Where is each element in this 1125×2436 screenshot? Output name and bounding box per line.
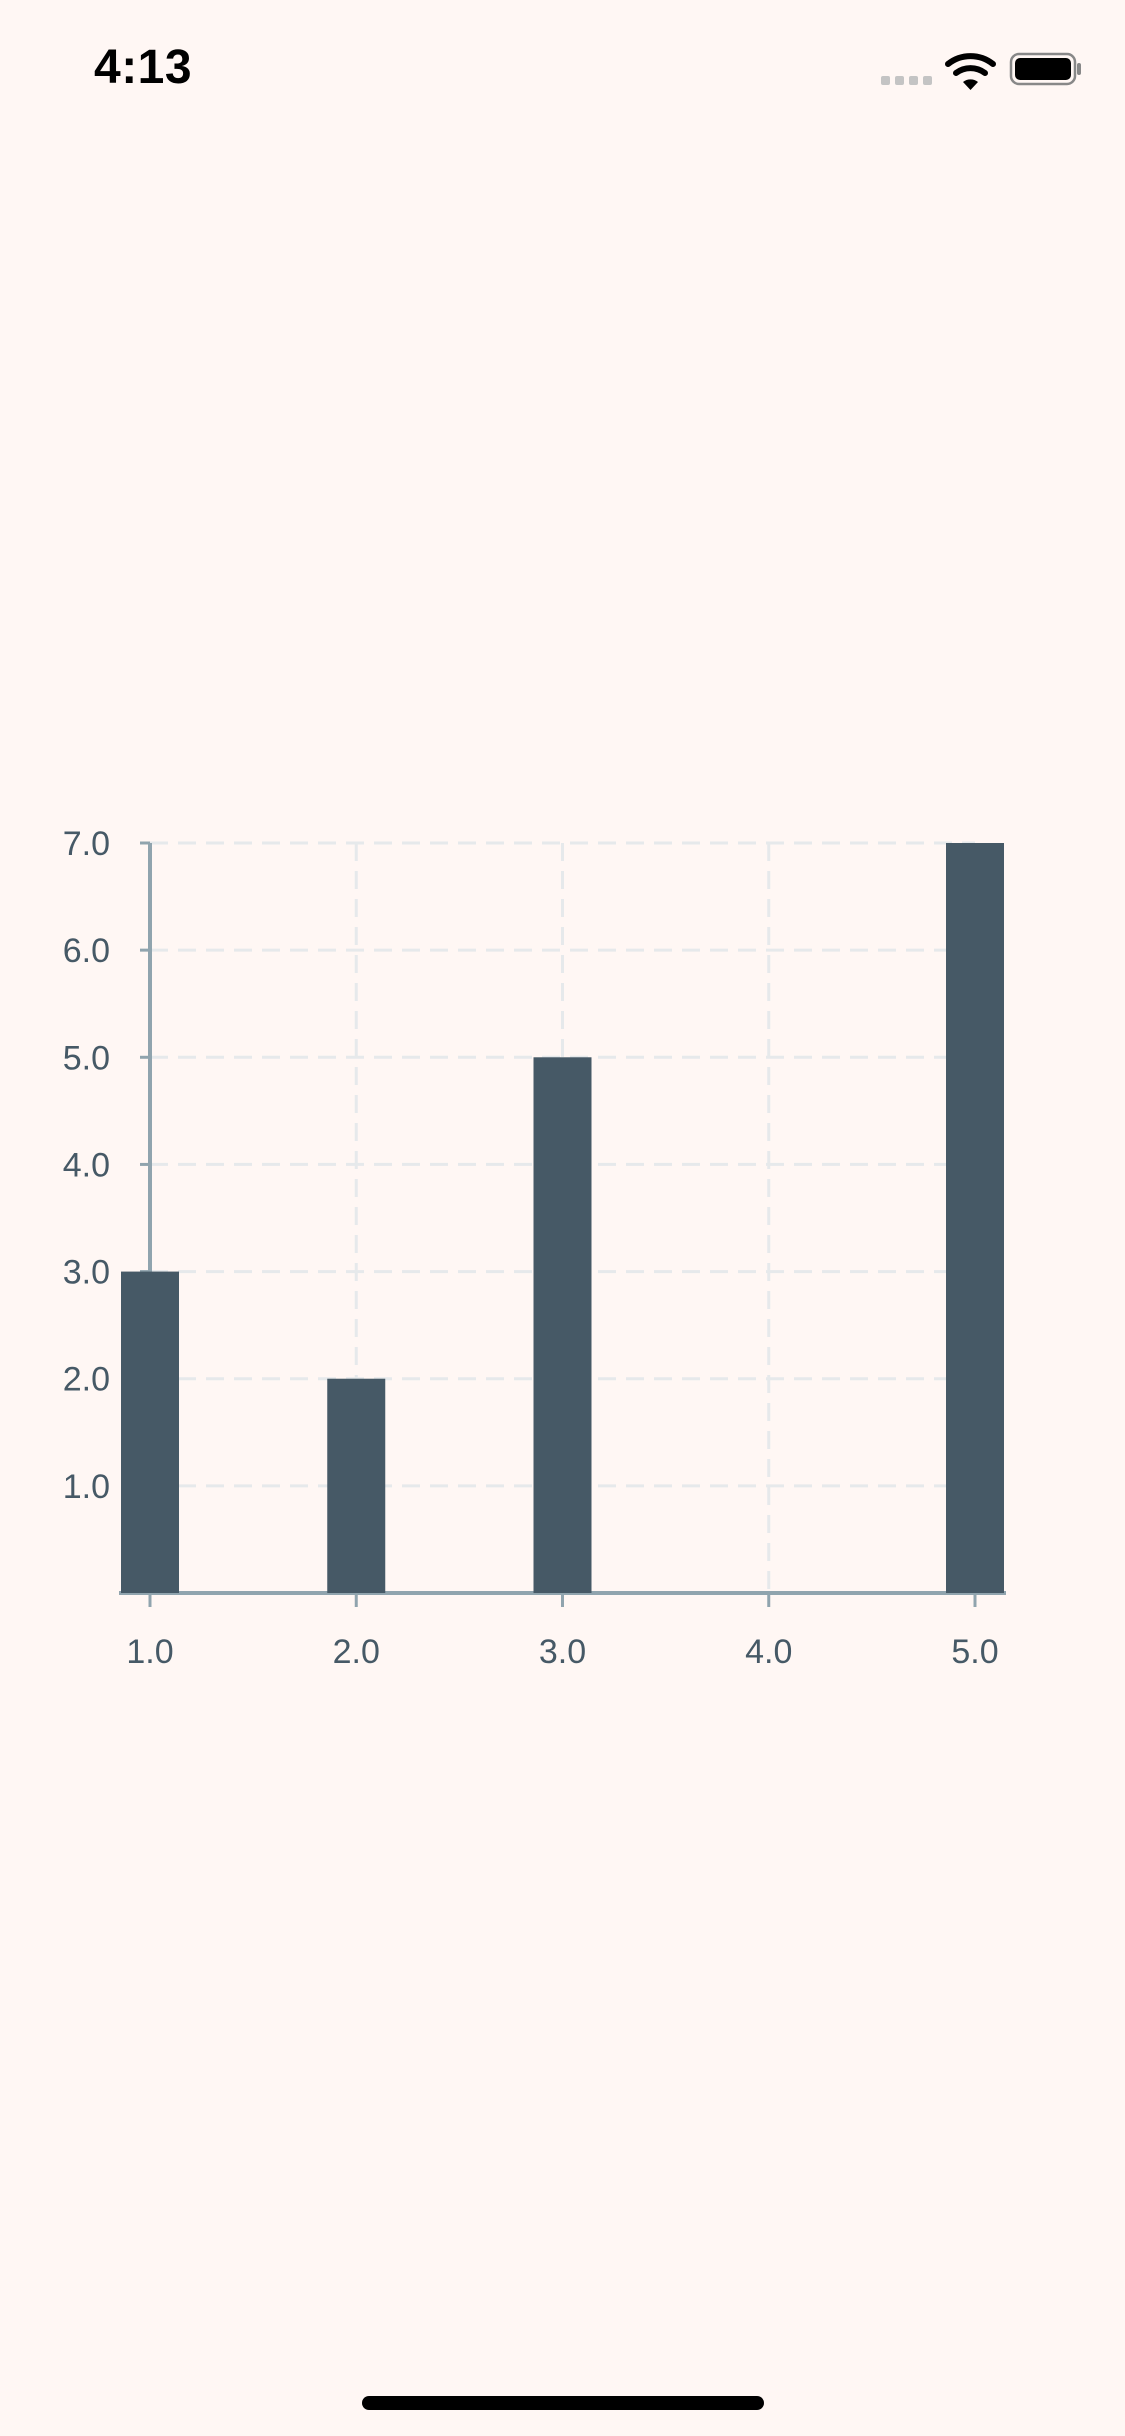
bar [327,1378,386,1593]
y-tick-label: 7.0 [63,825,110,863]
status-bar: 4:13 [0,0,1125,140]
y-tick-label: 4.0 [63,1146,110,1184]
bar [946,843,1004,1593]
home-indicator[interactable] [362,2396,764,2410]
bar [533,1057,592,1593]
x-tick-label: 3.0 [539,1633,586,1671]
cellular-signal-icon [881,76,932,85]
status-icons [881,52,1081,90]
x-tick-label: 4.0 [745,1633,792,1671]
x-tick-label: 2.0 [333,1633,380,1671]
bar [121,1271,179,1593]
y-tick-label: 3.0 [63,1254,110,1292]
x-tick-label: 1.0 [126,1633,173,1671]
y-tick-label: 5.0 [63,1039,110,1077]
status-time: 4:13 [94,41,193,94]
y-tick-label: 2.0 [63,1361,110,1399]
wifi-icon [945,53,996,90]
x-tick-label: 5.0 [951,1633,998,1671]
y-tick-label: 6.0 [63,932,110,970]
battery-icon [1009,52,1081,86]
y-tick-label: 1.0 [63,1468,110,1506]
